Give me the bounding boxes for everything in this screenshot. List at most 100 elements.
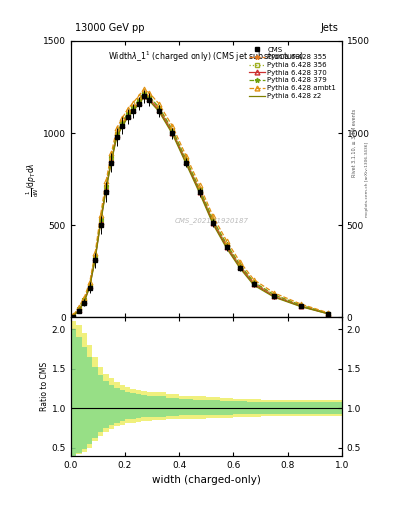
Pythia 6.428 370 (131, 106, 136, 113)
Pythia 6.428 ambt1 (184, 153, 188, 159)
Line: Pythia 6.428 356: Pythia 6.428 356 (71, 92, 331, 318)
Pythia 6.428 z2 (184, 160, 188, 166)
Text: mcplots.cern.ch [arXiv:1306.3436]: mcplots.cern.ch [arXiv:1306.3436] (365, 142, 369, 217)
Pythia 6.428 ambt1 (77, 304, 81, 310)
Pythia 6.428 379 (87, 282, 92, 288)
Pythia 6.428 355 (156, 104, 161, 111)
Y-axis label: Ratio to CMS: Ratio to CMS (40, 362, 49, 411)
Text: Width$\lambda\_1^1$ (charged only) (CMS jet substructure): Width$\lambda\_1^1$ (charged only) (CMS … (108, 49, 304, 63)
Pythia 6.428 379 (224, 241, 229, 247)
Pythia 6.428 370 (104, 186, 108, 192)
Pythia 6.428 370 (147, 96, 152, 102)
Pythia 6.428 370 (87, 284, 92, 290)
Pythia 6.428 370 (238, 264, 242, 270)
Pythia 6.428 356 (71, 313, 76, 319)
Pythia 6.428 355 (141, 91, 146, 97)
Pythia 6.428 379 (77, 305, 81, 311)
Pythia 6.428 ambt1 (272, 290, 276, 296)
Pythia 6.428 379 (238, 262, 242, 268)
Pythia 6.428 z2 (136, 101, 141, 108)
Pythia 6.428 355 (87, 282, 92, 288)
Pythia 6.428 355 (114, 130, 119, 136)
Line: Pythia 6.428 ambt1: Pythia 6.428 ambt1 (71, 87, 331, 317)
Pythia 6.428 ambt1 (114, 125, 119, 131)
Pythia 6.428 ambt1 (299, 301, 303, 307)
Y-axis label: $\frac{1}{\mathrm{d}N} / \mathrm{d}p_T \mathrm{d}\lambda$: $\frac{1}{\mathrm{d}N} / \mathrm{d}p_T \… (25, 162, 42, 197)
Pythia 6.428 ambt1 (211, 214, 215, 220)
Pythia 6.428 355 (184, 157, 188, 163)
Pythia 6.428 370 (125, 113, 130, 119)
Pythia 6.428 379 (136, 97, 141, 103)
Pythia 6.428 379 (114, 130, 119, 136)
Pythia 6.428 370 (120, 122, 125, 129)
Pythia 6.428 z2 (326, 311, 331, 317)
Pythia 6.428 ambt1 (109, 150, 114, 156)
Pythia 6.428 z2 (114, 134, 119, 140)
Pythia 6.428 370 (77, 307, 81, 313)
Pythia 6.428 355 (170, 127, 175, 134)
Pythia 6.428 356 (238, 263, 242, 269)
Pythia 6.428 z2 (299, 304, 303, 310)
Pythia 6.428 356 (98, 218, 103, 224)
Pythia 6.428 356 (211, 219, 215, 225)
Pythia 6.428 355 (109, 155, 114, 161)
Pythia 6.428 355 (125, 111, 130, 117)
Pythia 6.428 356 (114, 131, 119, 137)
Pythia 6.428 ambt1 (87, 279, 92, 285)
Pythia 6.428 ambt1 (147, 90, 152, 96)
Pythia 6.428 356 (197, 187, 202, 194)
Pythia 6.428 355 (299, 303, 303, 309)
Pythia 6.428 370 (170, 130, 175, 136)
Pythia 6.428 379 (104, 183, 108, 189)
Pythia 6.428 379 (131, 104, 136, 110)
Pythia 6.428 356 (125, 112, 130, 118)
Pythia 6.428 370 (82, 298, 86, 304)
Pythia 6.428 ambt1 (156, 100, 161, 106)
Pythia 6.428 ambt1 (82, 294, 86, 301)
Pythia 6.428 z2 (93, 257, 97, 263)
Pythia 6.428 355 (197, 186, 202, 193)
Pythia 6.428 z2 (120, 123, 125, 130)
Pythia 6.428 356 (87, 283, 92, 289)
Pythia 6.428 379 (211, 217, 215, 223)
Pythia 6.428 355 (71, 313, 76, 319)
Pythia 6.428 z2 (77, 307, 81, 313)
Pythia 6.428 z2 (252, 282, 256, 288)
Pythia 6.428 379 (71, 313, 76, 319)
Pythia 6.428 370 (252, 281, 256, 287)
Pythia 6.428 355 (82, 297, 86, 303)
Pythia 6.428 370 (299, 303, 303, 309)
Pythia 6.428 355 (93, 253, 97, 260)
Pythia 6.428 355 (224, 242, 229, 248)
Pythia 6.428 356 (299, 303, 303, 309)
Pythia 6.428 356 (147, 95, 152, 101)
Pythia 6.428 379 (141, 90, 146, 96)
Pythia 6.428 ambt1 (120, 115, 125, 121)
Pythia 6.428 356 (272, 292, 276, 298)
Pythia 6.428 356 (131, 105, 136, 111)
Legend: CMS, Pythia 6.428 355, Pythia 6.428 356, Pythia 6.428 370, Pythia 6.428 379, Pyt: CMS, Pythia 6.428 355, Pythia 6.428 356,… (247, 45, 338, 101)
Pythia 6.428 379 (326, 310, 331, 316)
Pythia 6.428 379 (184, 156, 188, 162)
Pythia 6.428 z2 (125, 114, 130, 120)
Pythia 6.428 370 (141, 93, 146, 99)
Pythia 6.428 379 (98, 216, 103, 222)
Pythia 6.428 ambt1 (131, 100, 136, 106)
Pythia 6.428 356 (224, 243, 229, 249)
Line: Pythia 6.428 379: Pythia 6.428 379 (71, 91, 331, 318)
Pythia 6.428 z2 (82, 298, 86, 305)
Pythia 6.428 379 (120, 119, 125, 125)
X-axis label: width (charged-only): width (charged-only) (152, 475, 261, 485)
Pythia 6.428 355 (211, 218, 215, 224)
Pythia 6.428 ambt1 (238, 259, 242, 265)
Pythia 6.428 355 (272, 292, 276, 298)
Pythia 6.428 370 (136, 100, 141, 106)
Pythia 6.428 ambt1 (98, 212, 103, 218)
Pythia 6.428 356 (252, 280, 256, 286)
Pythia 6.428 ambt1 (71, 312, 76, 318)
Pythia 6.428 ambt1 (326, 310, 331, 316)
Pythia 6.428 356 (170, 128, 175, 134)
Pythia 6.428 370 (326, 311, 331, 317)
Pythia 6.428 z2 (170, 131, 175, 137)
Pythia 6.428 z2 (197, 190, 202, 196)
